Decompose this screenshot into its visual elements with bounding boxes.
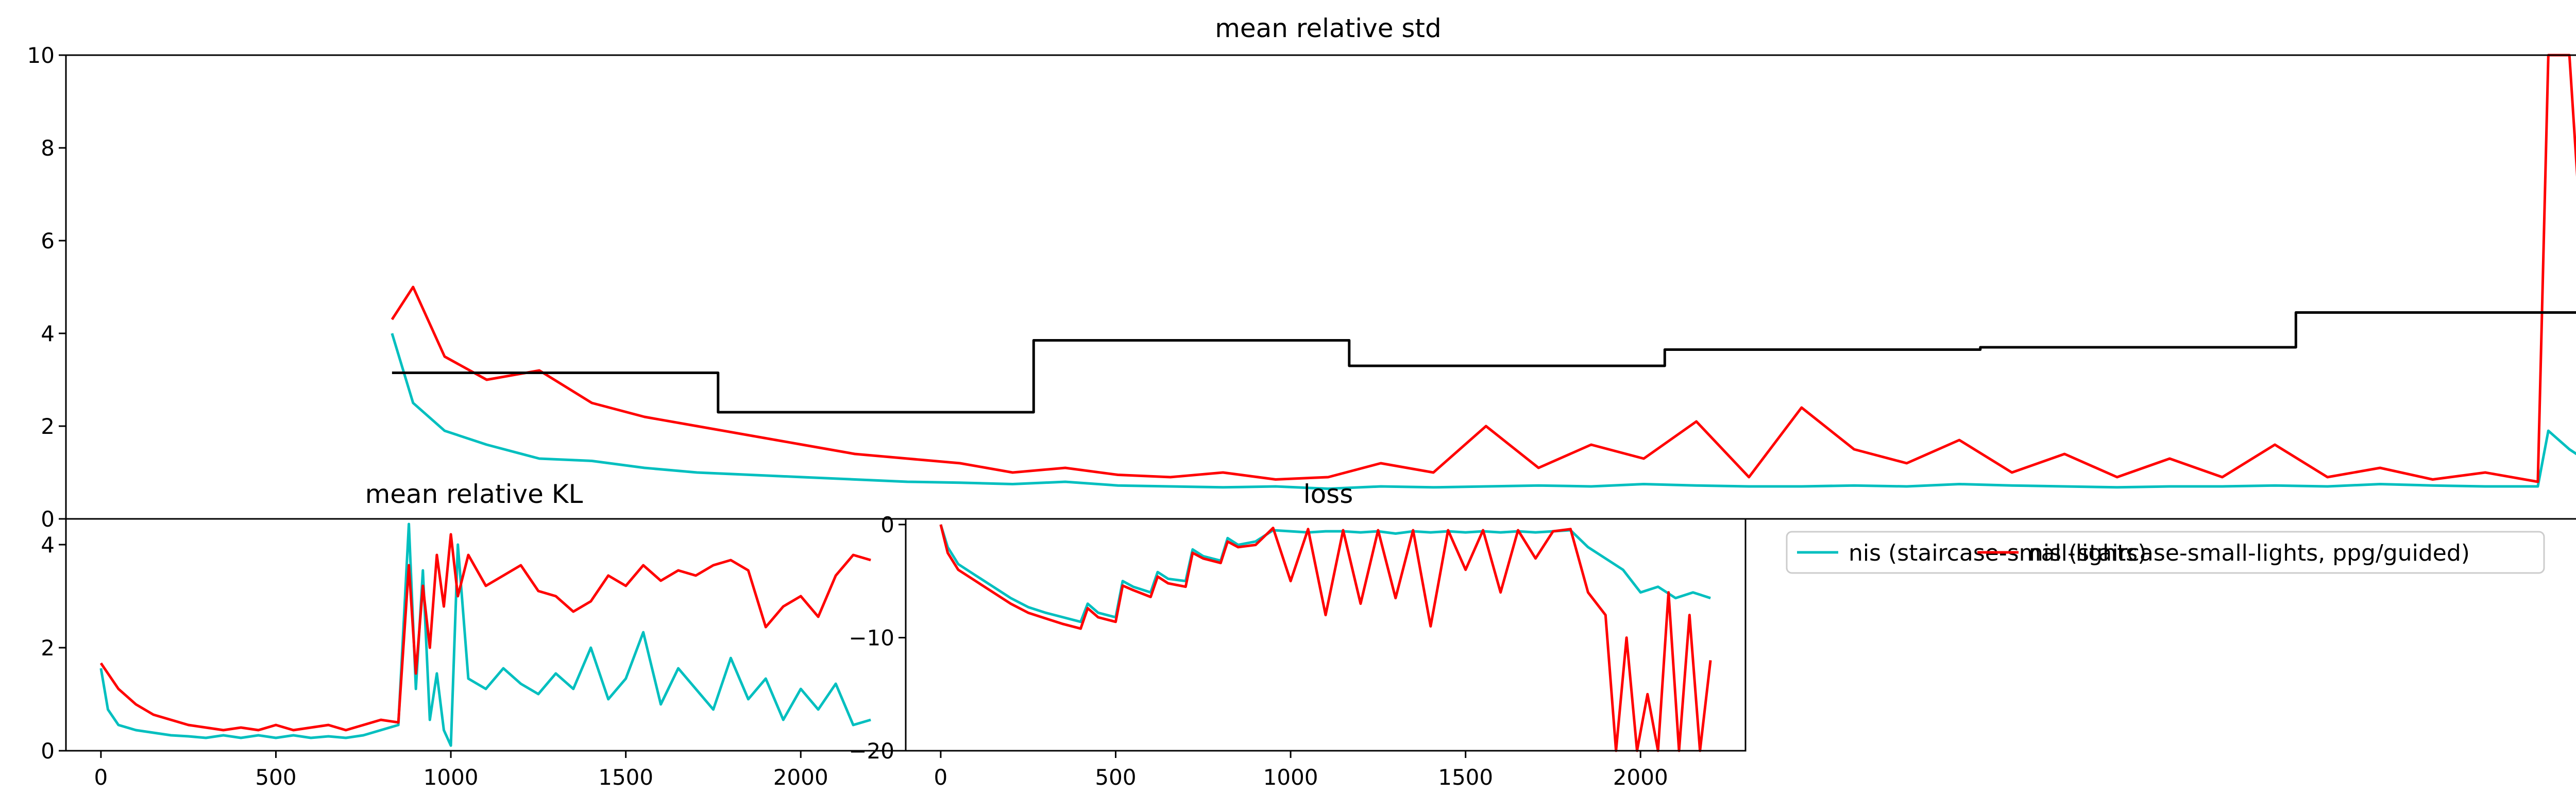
std-step-series [392, 311, 2576, 414]
loss-xtick-label: 0 [934, 765, 948, 790]
chart-title: mean relative KL [365, 479, 583, 509]
loss-plot: loss 0 −10 −20 0 500 1000 1500 2000 [849, 479, 1747, 790]
kl-series-0 [99, 522, 871, 747]
kl-series-layer [99, 522, 871, 747]
kl-ytick-label: 2 [41, 635, 55, 661]
std-ytick-label: 4 [41, 321, 55, 346]
loss-ytick-label: −20 [849, 738, 894, 764]
loss-xtick-label: 1500 [1438, 765, 1493, 790]
std-ytick-label: 10 [27, 43, 55, 68]
std-ytick-label: 8 [41, 136, 55, 161]
kl-xtick-label: 1000 [423, 765, 479, 790]
loss-ytick-label: −10 [849, 625, 894, 650]
kl-xtick-label: 2000 [773, 765, 828, 790]
chart-title: loss [1303, 479, 1353, 509]
kl-xtick-label: 500 [255, 765, 296, 790]
kl-xtick-label: 1500 [598, 765, 653, 790]
loss-tick-layer: 0 −10 −20 0 500 1000 1500 2000 [849, 512, 1668, 790]
loss-xtick-label: 2000 [1613, 765, 1668, 790]
std-ytick-label: 2 [41, 414, 55, 439]
kl-xtick-label: 0 [94, 765, 108, 790]
legend-label: nis (staircase-small-lights, ppg/guided) [2029, 540, 2470, 566]
std-tick-layer: 0 2 4 6 8 10 [27, 43, 66, 532]
loss-ytick-label: 0 [880, 512, 894, 537]
loss-xtick-label: 1000 [1263, 765, 1318, 790]
std-ytick-label: 0 [41, 507, 55, 532]
std-ytick-label: 6 [41, 228, 55, 254]
std-series-0 [391, 333, 2576, 490]
legend-panel: nis (staircase-small-lights) nis (stairc… [1744, 519, 2545, 751]
mean-relative-std-plot: mean relative std 0 2 4 6 8 10 [27, 13, 2576, 532]
std-series-1 [391, 54, 2576, 483]
legend-box [1786, 531, 2545, 574]
chart-title: mean relative std [1215, 13, 1442, 43]
std-series-layer [391, 54, 2576, 490]
kl-ytick-label: 0 [41, 738, 55, 764]
kl-ytick-label: 4 [41, 532, 55, 558]
kl-series-1 [99, 533, 871, 732]
loss-xtick-label: 500 [1095, 765, 1136, 790]
kl-tick-layer: 0 2 4 0 500 1000 1500 2000 [41, 532, 828, 790]
